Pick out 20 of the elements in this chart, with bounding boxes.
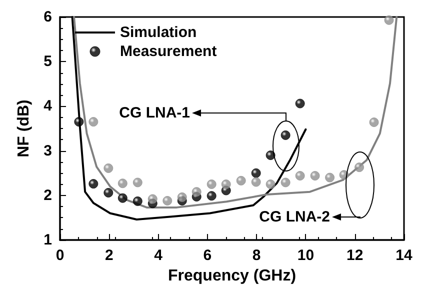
- x-tick-label: 6: [203, 247, 212, 264]
- y-tick-label: 3: [44, 142, 52, 160]
- y-tick-label: 4: [44, 98, 53, 115]
- x-tick-label: 10: [297, 247, 314, 264]
- y-tick-label: 2: [44, 186, 52, 204]
- y-tick-label: 1: [44, 232, 52, 248]
- x-tick-label: 14: [396, 247, 413, 264]
- y-tick-label: 5: [44, 53, 52, 70]
- annotation: CG LNA-2: [259, 208, 330, 226]
- legend-label: Simulation: [120, 24, 197, 41]
- legend-label: Measurement: [120, 43, 217, 60]
- x-axis-title: Frequency (GHz): [168, 267, 296, 284]
- x-tick-label: 2: [104, 247, 114, 264]
- x-tick-label: 4: [154, 247, 164, 264]
- y-tick-label: 6: [44, 8, 52, 26]
- x-tick-label: 8: [252, 247, 261, 264]
- x-tick-label: 0: [56, 247, 64, 264]
- x-tick-label: 12: [346, 247, 364, 264]
- annotation: CG LNA-1: [119, 104, 190, 122]
- y-axis-title: NF (dB): [16, 100, 32, 158]
